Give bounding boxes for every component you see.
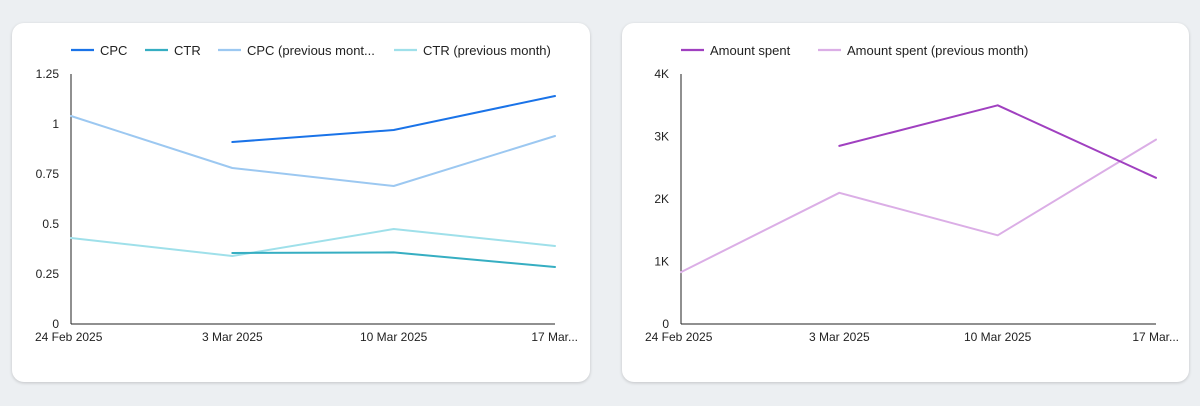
- y-tick-label: 0.25: [36, 267, 60, 281]
- chart-card-cpc-ctr: 0 0.25 0.5 0.75 1 1.25 24 Feb 2025 3 Mar 2025 10…: [12, 23, 590, 382]
- legend-item-cpc[interactable]: CPC: [71, 43, 127, 58]
- y-tick-label: 0.75: [36, 167, 60, 181]
- y-tick-label: 0: [52, 317, 59, 331]
- amount-spent-chart: 0 1K 2K 3K 4K 24 Feb 2025 3 Mar 2025 10 Mar 202…: [645, 43, 1179, 344]
- series-line-ctr[interactable]: [231, 251, 556, 268]
- y-tick-label: 3K: [654, 130, 669, 144]
- legend-label: Amount spent (previous month): [847, 43, 1028, 58]
- legend-item-ctr-previous-month[interactable]: CTR (previous month): [394, 43, 551, 58]
- y-tick-label: 1: [52, 117, 59, 131]
- x-tick-label: 3 Mar 2025: [809, 330, 870, 344]
- legend-label: CTR: [174, 43, 201, 58]
- y-tick-label: 1K: [654, 255, 669, 269]
- cpc-ctr-chart: 0 0.25 0.5 0.75 1 1.25 24 Feb 2025 3 Mar 2025 10…: [35, 43, 578, 344]
- chart-card-amount-spent: 0 1K 2K 3K 4K 24 Feb 2025 3 Mar 2025 10 Mar 202…: [622, 23, 1189, 382]
- y-tick-label: 4K: [654, 67, 669, 81]
- series-line-cpc[interactable]: [231, 95, 556, 143]
- legend-label: CPC: [100, 43, 127, 58]
- y-tick-label: 0: [662, 317, 669, 331]
- legend-label: CPC (previous mont...: [247, 43, 375, 58]
- y-tick-label: 1.25: [36, 67, 60, 81]
- x-tick-label: 10 Mar 2025: [964, 330, 1032, 344]
- x-tick-label: 10 Mar 2025: [360, 330, 428, 344]
- x-tick-label: 24 Feb 2025: [35, 330, 103, 344]
- legend-label: CTR (previous month): [423, 43, 551, 58]
- legend-label: Amount spent: [710, 43, 791, 58]
- legend-item-cpc-previous-mont[interactable]: CPC (previous mont...: [218, 43, 375, 58]
- legend-item-ctr[interactable]: CTR: [145, 43, 201, 58]
- legend-item-amount-spent-previous-month[interactable]: Amount spent (previous month): [818, 43, 1028, 58]
- x-tick-label: 24 Feb 2025: [645, 330, 713, 344]
- x-tick-label: 17 Mar...: [531, 330, 578, 344]
- legend-item-amount-spent[interactable]: Amount spent: [681, 43, 791, 58]
- x-tick-label: 17 Mar...: [1132, 330, 1179, 344]
- y-tick-label: 2K: [654, 192, 669, 206]
- series-line-ctr-previous-month[interactable]: [70, 228, 556, 257]
- series-line-cpc-previous-mont[interactable]: [70, 115, 556, 187]
- x-tick-label: 3 Mar 2025: [202, 330, 263, 344]
- series-line-amount-spent-previous-month[interactable]: [680, 138, 1157, 274]
- y-tick-label: 0.5: [42, 217, 59, 231]
- series-line-amount-spent[interactable]: [838, 104, 1157, 179]
